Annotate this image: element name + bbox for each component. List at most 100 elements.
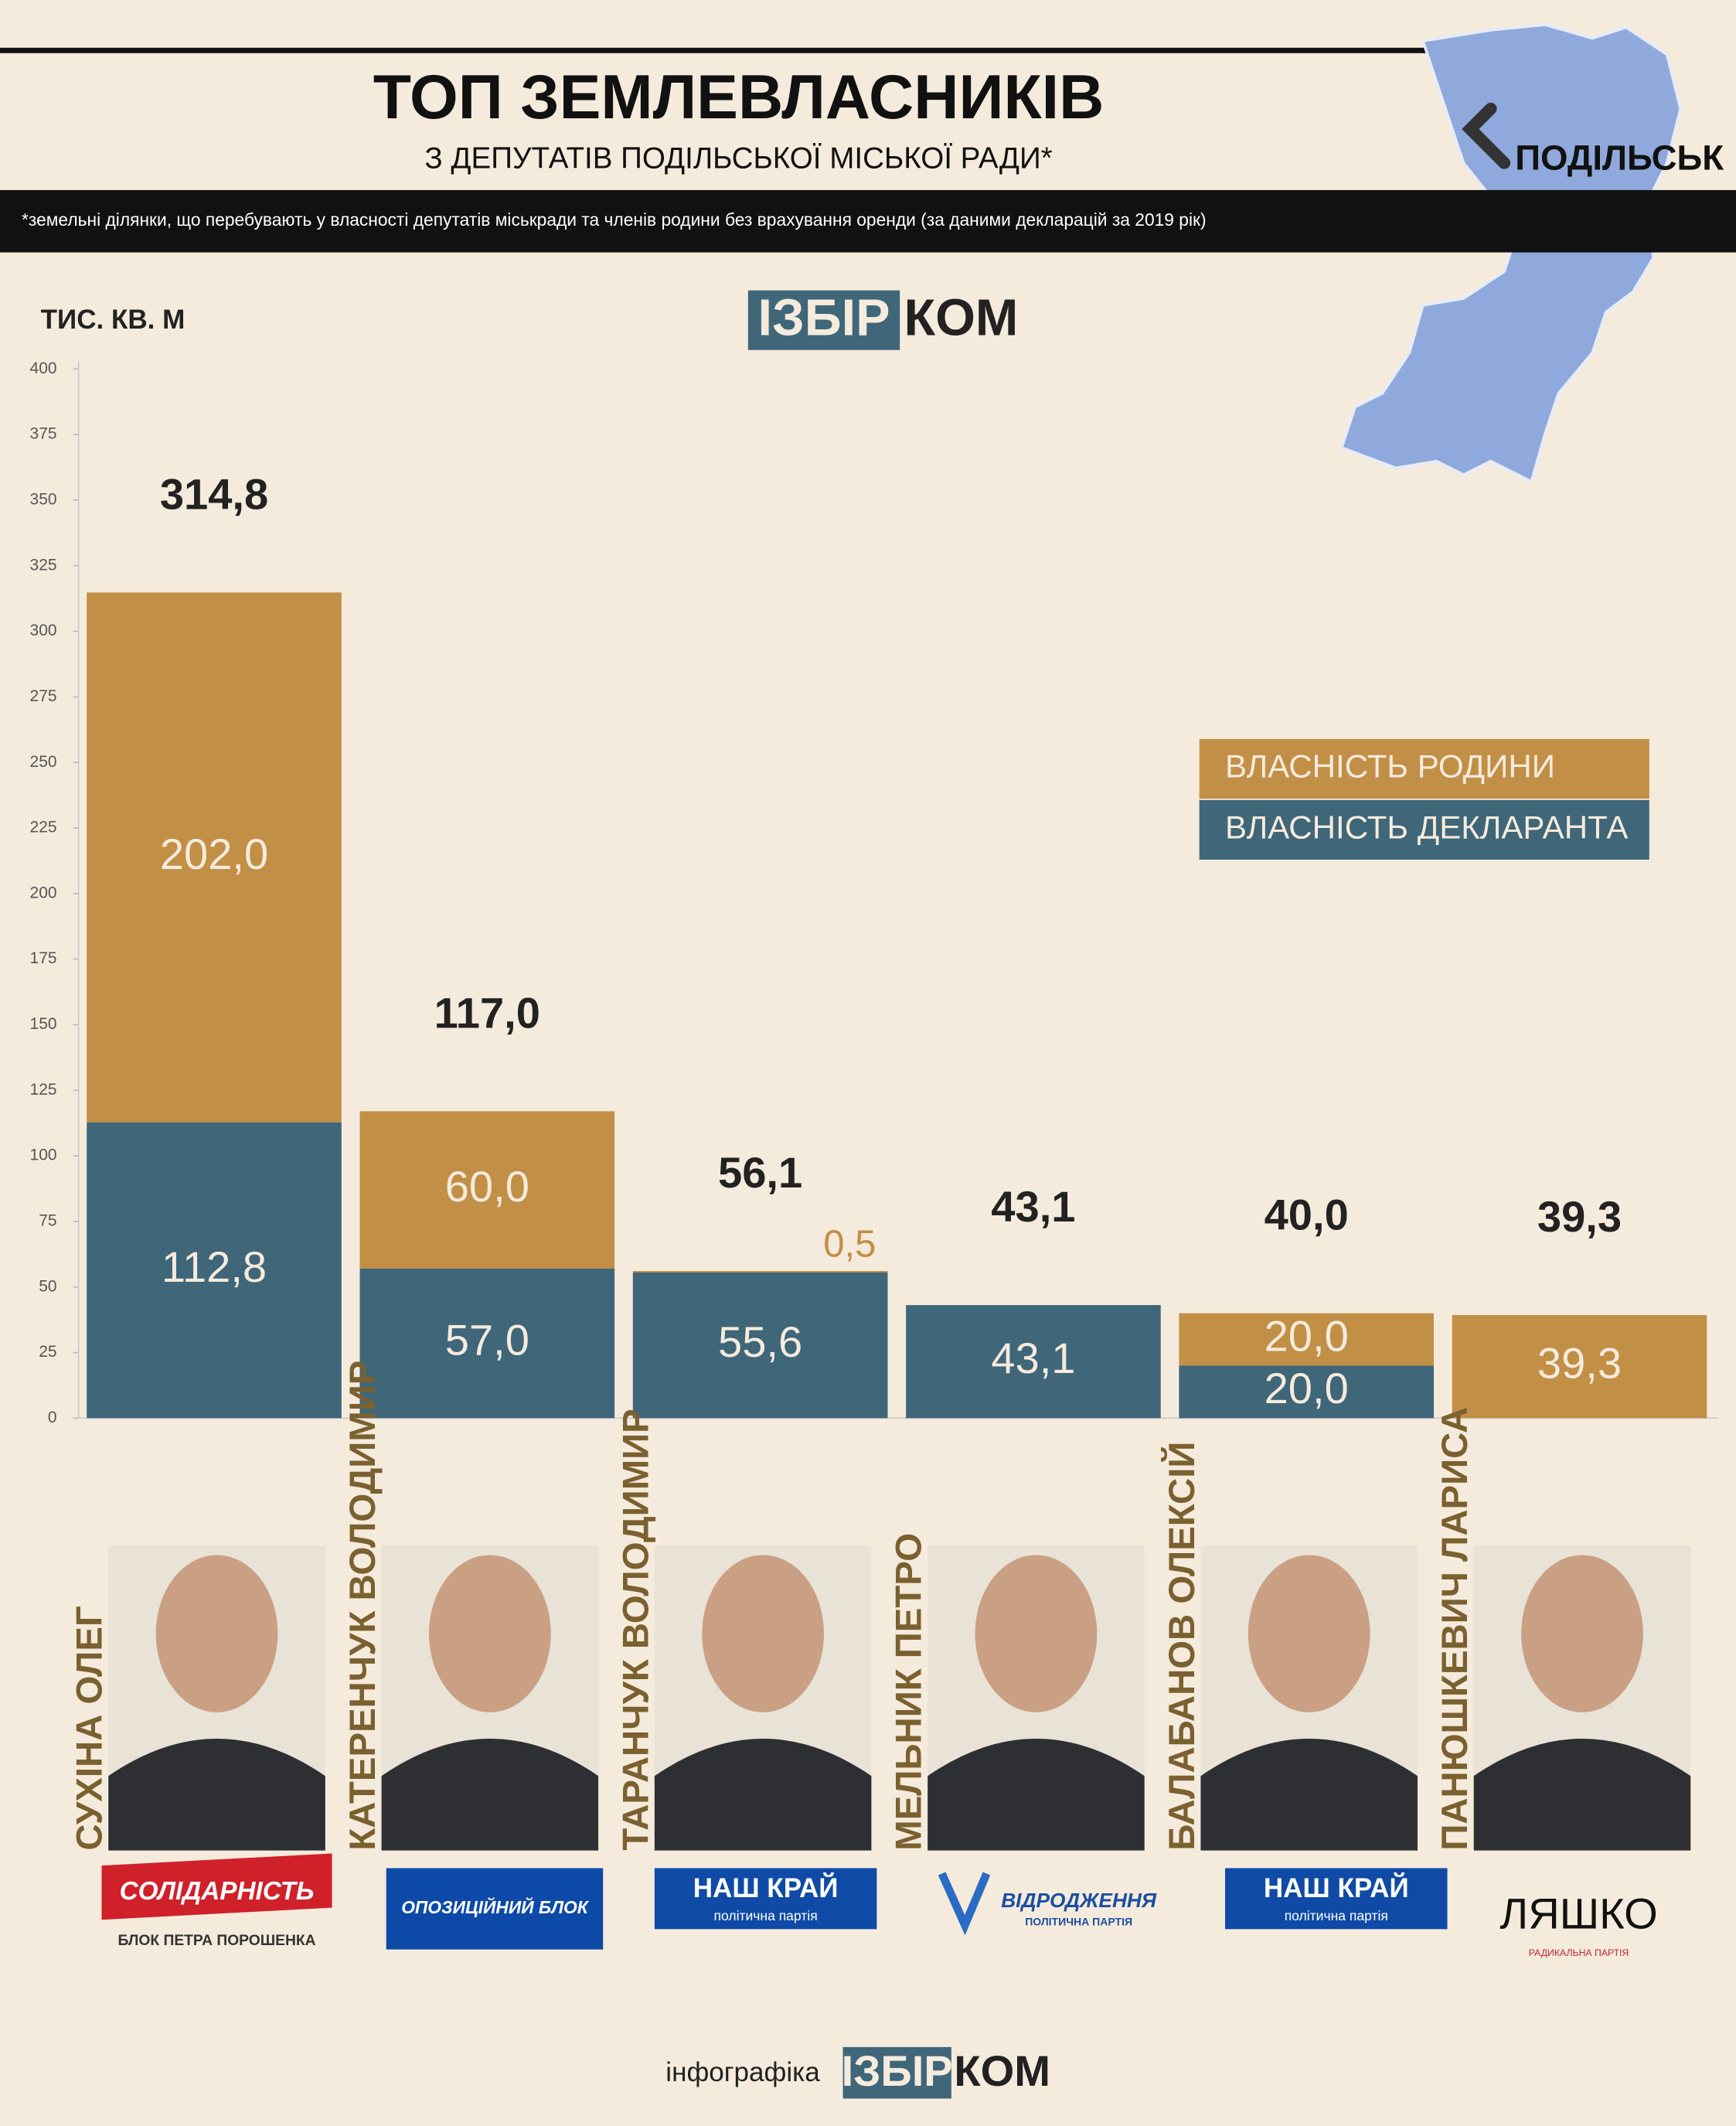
note-band <box>0 189 1736 253</box>
value-label: 112,8 <box>162 1242 267 1291</box>
total-label: 117,0 <box>434 989 540 1037</box>
legend-swatch <box>1199 738 1649 799</box>
bar-segment <box>1179 1365 1435 1419</box>
y-tick-label: 300 <box>30 622 57 639</box>
photo-head <box>155 1555 278 1712</box>
photo-head <box>975 1555 1098 1712</box>
y-axis-label: ТИС. КВ. М <box>41 305 186 335</box>
party-sub: БЛОК ПЕТРА ПОРОШЕНКА <box>117 1933 315 1949</box>
party-name: НАШ КРАЙ <box>1264 1872 1409 1903</box>
bar-segment <box>632 1271 888 1273</box>
chart-title: ТОП ЗЕМЛЕВЛАСНИКІВ <box>373 63 1105 132</box>
value-label: 20,0 <box>1265 1311 1349 1360</box>
y-tick-label: 275 <box>30 687 57 705</box>
logo-box <box>842 2046 951 2099</box>
bar-segment <box>87 1122 342 1419</box>
y-tick-label: 100 <box>30 1146 57 1164</box>
party-mark <box>938 1872 991 1936</box>
party-logos: СОЛІДАРНІСТЬ БЛОК ПЕТРА ПОРОШЕНКА ОПОЗИЦ… <box>101 1853 1658 1958</box>
category-label: БАЛАБАНОВ ОЛЕКСІЙ <box>1160 1442 1203 1851</box>
y-tick-label: 350 <box>30 490 57 508</box>
party-box <box>101 1853 332 1920</box>
party-box <box>386 1868 604 1950</box>
y-tick-label: 250 <box>30 753 57 771</box>
note: *земельні ділянки, що перебувають у влас… <box>22 210 1207 230</box>
logo-left: ІЗБІР <box>842 2046 953 2095</box>
value-label: 55,6 <box>718 1317 802 1366</box>
logo-right: КОМ <box>954 2046 1050 2095</box>
footer-credit: інфографіка <box>665 2057 820 2087</box>
bar-segment <box>359 1111 615 1269</box>
party-name: ЛЯШКО <box>1499 1889 1657 1937</box>
bar-segment <box>359 1268 615 1419</box>
total-label: 40,0 <box>1265 1191 1349 1239</box>
value-label: 0,5 <box>823 1223 876 1265</box>
legend-label: ВЛАСНІСТЬ ДЕКЛАРАНТА <box>1225 809 1628 846</box>
photo-body <box>108 1739 325 1851</box>
photo-body <box>381 1739 599 1851</box>
map-label: ПОДІЛЬСЬК <box>1515 138 1724 177</box>
photo-head <box>428 1555 551 1712</box>
y-tick-label: 125 <box>30 1081 57 1099</box>
y-tick-label: 225 <box>30 819 57 836</box>
party-name: СОЛІДАРНІСТЬ <box>120 1877 315 1906</box>
party-sub: політична партія <box>1285 1908 1388 1923</box>
value-label: 57,0 <box>445 1315 529 1364</box>
value-label: 202,0 <box>160 830 268 878</box>
category-label: ТАРАНЧУК ВОЛОДИМИР <box>615 1409 656 1850</box>
party-box <box>654 1868 877 1930</box>
value-label: 39,3 <box>1537 1339 1622 1388</box>
party-box <box>1224 1868 1448 1930</box>
party-sub: ПОЛІТИЧНА ПАРТІЯ <box>1025 1915 1132 1927</box>
region-map: ПОДІЛЬСЬК <box>1339 23 1724 484</box>
bar-segment <box>1179 1313 1435 1366</box>
map-marker <box>1462 102 1511 169</box>
chart-subtitle: З ДЕПУТАТІВ ПОДІЛЬСЬКОЇ МІСЬКОЇ РАДИ* <box>424 141 1052 175</box>
photo-body <box>654 1739 872 1851</box>
y-tick-label: 75 <box>39 1211 56 1229</box>
party-name: ОПОЗИЦІЙНИЙ БЛОК <box>401 1897 590 1917</box>
bar-segment <box>632 1272 888 1419</box>
photo-body <box>1200 1739 1418 1851</box>
y-tick-label: 175 <box>30 949 57 967</box>
total-label: 314,8 <box>160 469 268 518</box>
y-tick-label: 150 <box>30 1015 57 1033</box>
y-tick-label: 50 <box>39 1277 56 1295</box>
party-sub: політична партія <box>714 1908 818 1923</box>
value-label: 20,0 <box>1265 1364 1349 1412</box>
photo-head <box>702 1555 825 1712</box>
value-label: 43,1 <box>991 1334 1075 1382</box>
value-label: 60,0 <box>445 1162 529 1211</box>
party-name: ВІДРОДЖЕННЯ <box>1001 1889 1157 1912</box>
y-tick-label: 375 <box>30 425 57 443</box>
y-tick-label: 0 <box>48 1409 57 1426</box>
party-name: НАШ КРАЙ <box>693 1872 839 1903</box>
bar-segment <box>87 592 342 1123</box>
category-label: СУХІНА ОЛЕГ <box>70 1606 111 1850</box>
photo-head <box>1521 1555 1643 1712</box>
category-label: КАТЕРЕНЧУК ВОЛОДИМИР <box>342 1361 383 1851</box>
logo: ІЗБІР КОМ <box>747 290 1018 350</box>
y-tick-label: 325 <box>30 556 57 574</box>
legend-swatch <box>1199 799 1649 860</box>
y-tick-label: 200 <box>30 884 57 901</box>
y-tick-label: 25 <box>39 1343 56 1361</box>
category-label: ПАНЮШКЕВИЧ ЛАРИСА <box>1435 1407 1476 1851</box>
photo-head <box>1248 1555 1370 1712</box>
photo-body <box>928 1739 1145 1851</box>
logo-right: КОМ <box>904 290 1018 347</box>
y-tick-label: 400 <box>30 359 57 377</box>
logo-box <box>747 290 900 350</box>
bar-segment <box>1452 1315 1707 1419</box>
total-label: 39,3 <box>1537 1192 1622 1241</box>
legend-label: ВЛАСНІСТЬ РОДИНИ <box>1225 748 1555 785</box>
total-label: 56,1 <box>718 1148 802 1197</box>
party-sub: РАДИКАЛЬНА ПАРТІЯ <box>1529 1947 1629 1958</box>
photo-body <box>1473 1739 1691 1851</box>
total-label: 43,1 <box>991 1182 1075 1231</box>
bar-segment <box>906 1305 1161 1419</box>
category-label: МЕЛЬНИК ПЕТРО <box>889 1533 930 1851</box>
logo-left: ІЗБІР <box>757 290 890 347</box>
